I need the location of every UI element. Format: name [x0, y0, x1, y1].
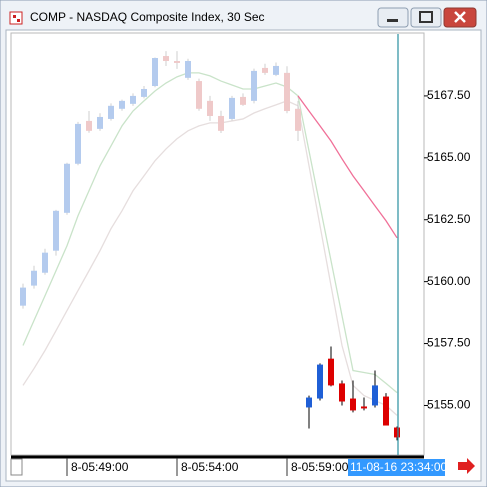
candle-body: [295, 108, 301, 131]
candle-body: [108, 105, 114, 119]
candle-body: [130, 95, 136, 104]
plot-area: [10, 32, 425, 456]
candle-body: [196, 81, 202, 109]
candle-body: [350, 398, 356, 411]
candle-body: [284, 72, 290, 112]
close-glyph: [454, 11, 466, 23]
candle-body: [64, 163, 70, 213]
candle-body: [174, 60, 180, 63]
x-tick-label: 8-05:59:00: [291, 460, 349, 474]
candle-body: [119, 100, 125, 109]
candle-body: [229, 97, 235, 119]
candle-body: [152, 58, 158, 87]
indicator-line: [297, 95, 398, 239]
candle-body: [361, 406, 367, 409]
candle-body: [240, 96, 246, 105]
indicator-line: [22, 100, 398, 416]
candle-body: [31, 270, 37, 286]
window-title: COMP - NASDAQ Composite Index, 30 Sec: [30, 10, 265, 24]
maximize-button[interactable]: [410, 7, 442, 28]
candle-body: [86, 120, 92, 131]
scroll-right-arrow[interactable]: [458, 458, 475, 474]
candle-body: [262, 67, 268, 73]
app-icon-dot: [17, 19, 20, 22]
candle-body: [251, 70, 257, 101]
candle-body: [339, 383, 345, 402]
candle-body: [207, 100, 213, 116]
candle-body: [42, 252, 48, 273]
candle-body: [141, 88, 147, 97]
candle-body: [372, 385, 378, 406]
candle-body: [328, 358, 334, 386]
cursor-label-box: [348, 459, 445, 476]
y-tick-label: 5155.00: [427, 398, 471, 412]
x-tick-label: 8-05:54:00: [181, 460, 239, 474]
maximize-frame[interactable]: [410, 7, 442, 28]
candle-body: [317, 364, 323, 399]
candle-body: [306, 397, 312, 408]
candle-body: [75, 123, 81, 164]
candle-body: [218, 115, 224, 131]
maximize-glyph: [419, 11, 433, 23]
candle-body: [394, 427, 400, 438]
minimize-frame[interactable]: [377, 7, 409, 28]
candle-body: [163, 56, 169, 61]
close-button[interactable]: [443, 7, 477, 28]
candle-body: [20, 287, 26, 306]
y-tick-label: 5167.50: [427, 88, 471, 102]
x-tick-label: 8-05:49:00: [71, 460, 129, 474]
scroll-box[interactable]: [10, 458, 23, 476]
candle-body: [97, 116, 103, 129]
y-tick-label: 5157.50: [427, 336, 471, 350]
app-icon-dot: [13, 15, 16, 18]
y-tick-label: 5165.00: [427, 150, 471, 164]
candle-body: [185, 60, 191, 78]
candle-body: [273, 65, 279, 75]
candle-body: [53, 210, 59, 251]
minimize-button[interactable]: [377, 7, 409, 28]
y-tick-label: 5160.00: [427, 274, 471, 288]
y-tick-label: 5162.50: [427, 212, 471, 226]
indicator-line: [22, 72, 398, 394]
candle-body: [383, 396, 389, 426]
cursor-label: 11-08-16 23:34:00: [350, 460, 448, 474]
minimize-glyph: [387, 19, 398, 22]
